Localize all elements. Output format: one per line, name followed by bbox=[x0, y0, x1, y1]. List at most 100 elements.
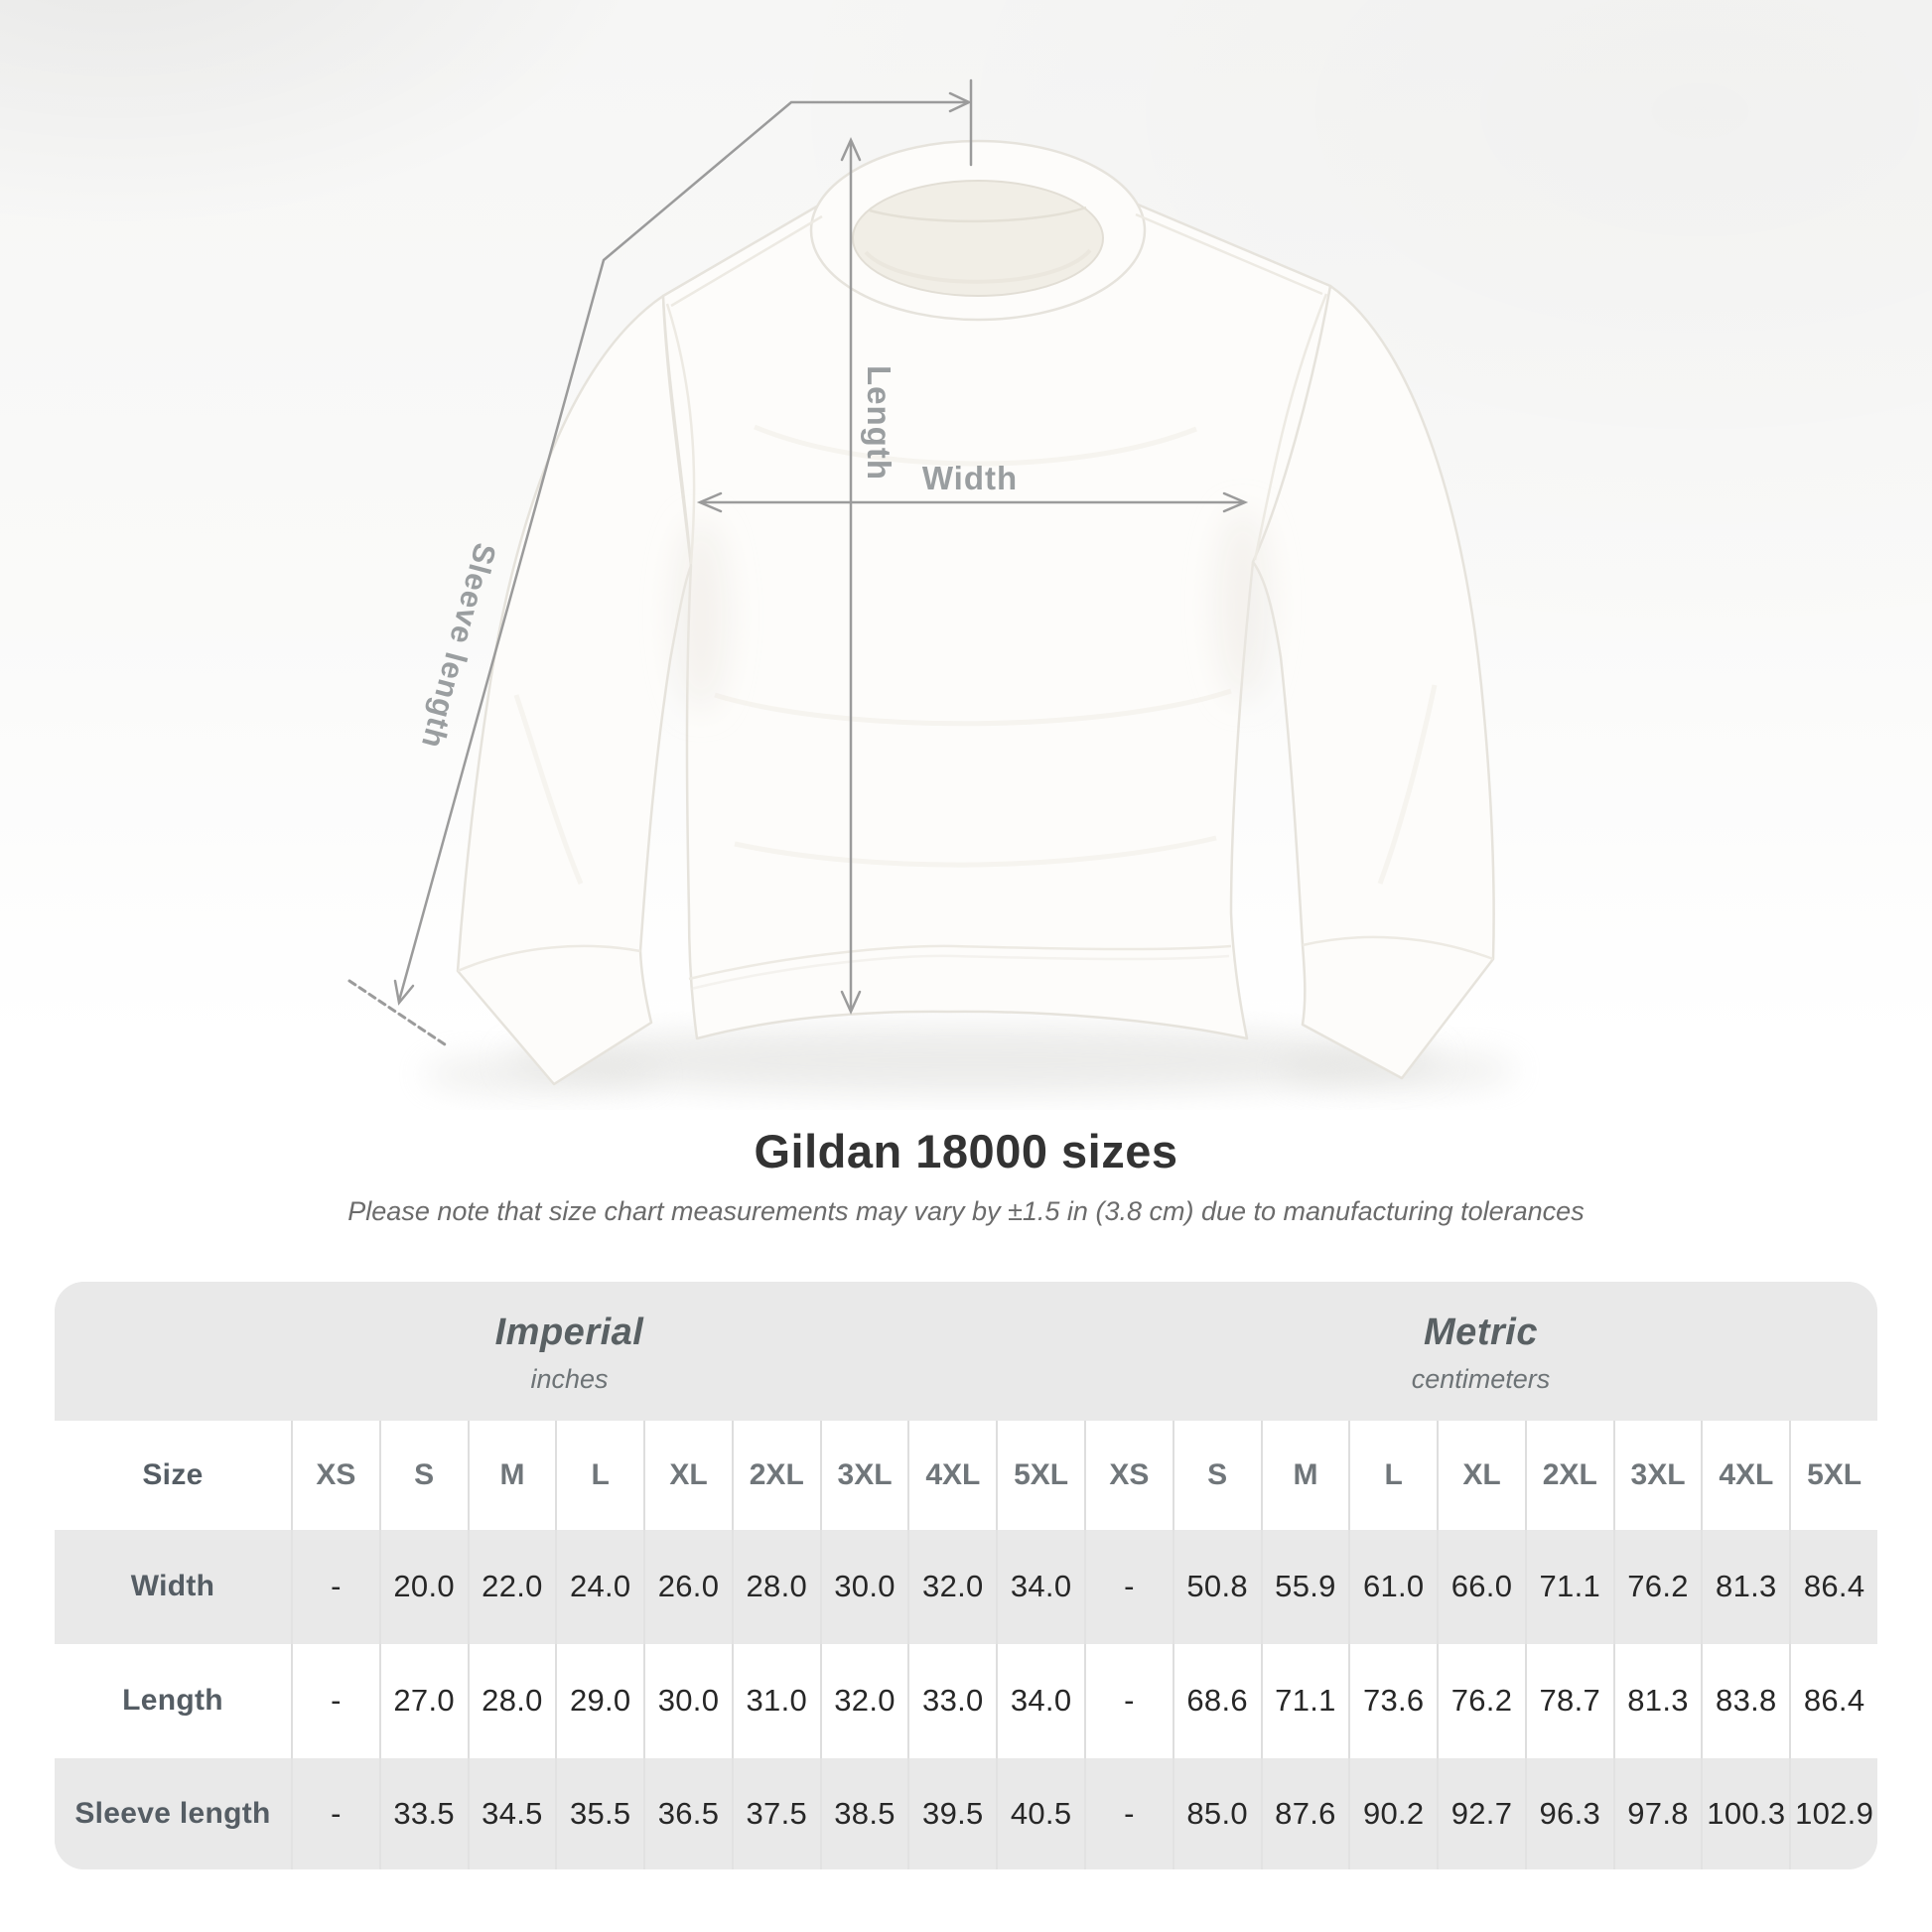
sweatshirt-illustration: Length Width Sleeve length bbox=[347, 78, 1517, 1094]
size-header-metric: 3XL bbox=[1612, 1420, 1702, 1530]
size-header-metric: XS bbox=[1084, 1420, 1173, 1530]
garment-seams bbox=[457, 212, 1494, 991]
size-header-imperial: S bbox=[378, 1420, 468, 1530]
imperial-value-cell: 28.0 bbox=[467, 1643, 556, 1758]
imperial-value-cell: 34.0 bbox=[996, 1643, 1084, 1758]
right-cuff-seam bbox=[1302, 935, 1494, 961]
imperial-value-cell: 37.5 bbox=[731, 1757, 820, 1869]
heading-block: Gildan 18000 sizes Please note that size… bbox=[0, 1124, 1932, 1230]
imperial-value-cell: 27.0 bbox=[378, 1643, 468, 1758]
arrow-down-icon bbox=[840, 990, 862, 1016]
metric-value-cell: 66.0 bbox=[1437, 1529, 1525, 1644]
metric-value-cell: 90.2 bbox=[1348, 1757, 1437, 1869]
product-photo: Length Width Sleeve length bbox=[0, 0, 1932, 1110]
imperial-value-cell: 30.0 bbox=[819, 1529, 908, 1644]
size-header-imperial: XL bbox=[643, 1420, 732, 1530]
metric-value-cell: 78.7 bbox=[1524, 1643, 1613, 1758]
length-line bbox=[840, 136, 862, 1016]
back-neck-seam bbox=[869, 206, 1087, 223]
imperial-value-cell: 32.0 bbox=[907, 1529, 996, 1644]
metric-value-cell: - bbox=[1084, 1757, 1173, 1869]
imperial-value-cell: 24.0 bbox=[555, 1529, 643, 1644]
arrow-left-icon bbox=[696, 491, 723, 513]
imperial-value-cell: 39.5 bbox=[907, 1757, 996, 1869]
imperial-value-cell: 29.0 bbox=[555, 1643, 643, 1758]
width-arrow bbox=[696, 491, 1249, 513]
page-title: Gildan 18000 sizes bbox=[754, 1125, 1178, 1177]
metric-value-cell: 83.8 bbox=[1701, 1643, 1789, 1758]
cuff-hatch bbox=[347, 979, 447, 1046]
metric-value-cell: - bbox=[1084, 1643, 1173, 1758]
left-sleeve bbox=[456, 294, 693, 1086]
size-header-imperial: M bbox=[467, 1420, 556, 1530]
metric-value-cell: 97.8 bbox=[1612, 1757, 1702, 1869]
imperial-group-header: Imperial inches bbox=[55, 1282, 1084, 1421]
table-row: Width -20.0 22.0 24.0 26.0 28.0 30.0 32.0 34.0-5… bbox=[55, 1529, 1877, 1644]
metric-value-cell: 55.9 bbox=[1260, 1529, 1349, 1644]
tolerance-note: Please note that size chart measurements… bbox=[347, 1196, 1585, 1227]
size-chart: Imperial inches Metric centimeters Size X… bbox=[55, 1281, 1877, 1869]
size-header-imperial: 3XL bbox=[819, 1420, 908, 1530]
metric-value-cell: 61.0 bbox=[1348, 1529, 1437, 1644]
right-armhole-seam bbox=[1253, 293, 1328, 561]
arrow-up-icon bbox=[840, 136, 862, 162]
metric-value-cell: 100.3 bbox=[1701, 1757, 1789, 1869]
metric-value-cell: 73.6 bbox=[1348, 1643, 1437, 1758]
imperial-value-cell: 40.5 bbox=[996, 1757, 1084, 1869]
size-header-row: Size XS S M L XL 2XL 3XL 4XL 5XL XS S M L XL 2XL 3XL 4XL 5… bbox=[55, 1420, 1877, 1530]
imperial-label: Imperial bbox=[494, 1311, 644, 1353]
imperial-value-cell: 30.0 bbox=[643, 1643, 732, 1758]
row-header: Length bbox=[122, 1684, 223, 1718]
size-header-metric: M bbox=[1260, 1420, 1349, 1530]
imperial-value-cell: 26.0 bbox=[643, 1529, 732, 1644]
metric-label: Metric bbox=[1424, 1311, 1538, 1353]
size-header-metric: 4XL bbox=[1701, 1420, 1789, 1530]
size-header-metric: 5XL bbox=[1789, 1420, 1877, 1530]
metric-value-cell: 50.8 bbox=[1172, 1529, 1261, 1644]
length-label: Length bbox=[861, 365, 897, 481]
metric-value-cell: 96.3 bbox=[1524, 1757, 1613, 1869]
imperial-value-cell: - bbox=[291, 1757, 379, 1869]
table-row: Sleeve length -33.5 34.5 35.5 36.5 37.5 38.5 39… bbox=[55, 1757, 1877, 1869]
metric-value-cell: 86.4 bbox=[1789, 1643, 1877, 1758]
metric-group-header: Metric centimeters bbox=[1084, 1282, 1877, 1421]
metric-value-cell: 68.6 bbox=[1172, 1643, 1261, 1758]
imperial-units: inches bbox=[530, 1363, 609, 1394]
row-header: Width bbox=[130, 1570, 215, 1603]
metric-value-cell: 87.6 bbox=[1260, 1757, 1349, 1869]
imperial-value-cell: 22.0 bbox=[467, 1529, 556, 1644]
imperial-value-cell: 28.0 bbox=[731, 1529, 820, 1644]
metric-value-cell: - bbox=[1084, 1529, 1173, 1644]
metric-value-cell: 71.1 bbox=[1260, 1643, 1349, 1758]
metric-value-cell: 71.1 bbox=[1524, 1529, 1613, 1644]
waistband-seam bbox=[688, 944, 1232, 981]
imperial-value-cell: - bbox=[291, 1643, 379, 1758]
sweatshirt bbox=[456, 203, 1495, 1086]
size-header-metric: S bbox=[1172, 1420, 1261, 1530]
table-body: Width -20.0 22.0 24.0 26.0 28.0 30.0 32.0 34.0-5… bbox=[55, 1529, 1877, 1869]
size-header-imperial: XS bbox=[291, 1420, 379, 1530]
left-shoulder-seam bbox=[670, 214, 823, 308]
row-header: Sleeve length bbox=[74, 1796, 271, 1830]
size-header-imperial: 4XL bbox=[907, 1420, 996, 1530]
imperial-value-cell: 38.5 bbox=[819, 1757, 908, 1869]
size-header-imperial: L bbox=[555, 1420, 643, 1530]
left-cuff-seam bbox=[457, 944, 641, 973]
size-header-metric: L bbox=[1348, 1420, 1437, 1530]
garment-shadow bbox=[422, 1027, 1517, 1094]
arrow-right-icon bbox=[1222, 491, 1249, 513]
metric-value-cell: 81.3 bbox=[1612, 1643, 1702, 1758]
metric-value-cell: 92.7 bbox=[1437, 1757, 1525, 1869]
collar bbox=[809, 139, 1147, 322]
metric-value-cell: 81.3 bbox=[1701, 1529, 1789, 1644]
imperial-value-cell: 31.0 bbox=[731, 1643, 820, 1758]
width-label: Width bbox=[922, 460, 1018, 496]
size-header-imperial: 2XL bbox=[731, 1420, 820, 1530]
size-column-header: Size bbox=[142, 1457, 204, 1491]
metric-value-cell: 76.2 bbox=[1437, 1643, 1525, 1758]
size-header-metric: XL bbox=[1437, 1420, 1525, 1530]
metric-units: centimeters bbox=[1411, 1363, 1551, 1394]
imperial-value-cell: 33.5 bbox=[378, 1757, 468, 1869]
unit-group-header: Imperial inches Metric centimeters bbox=[55, 1281, 1877, 1421]
